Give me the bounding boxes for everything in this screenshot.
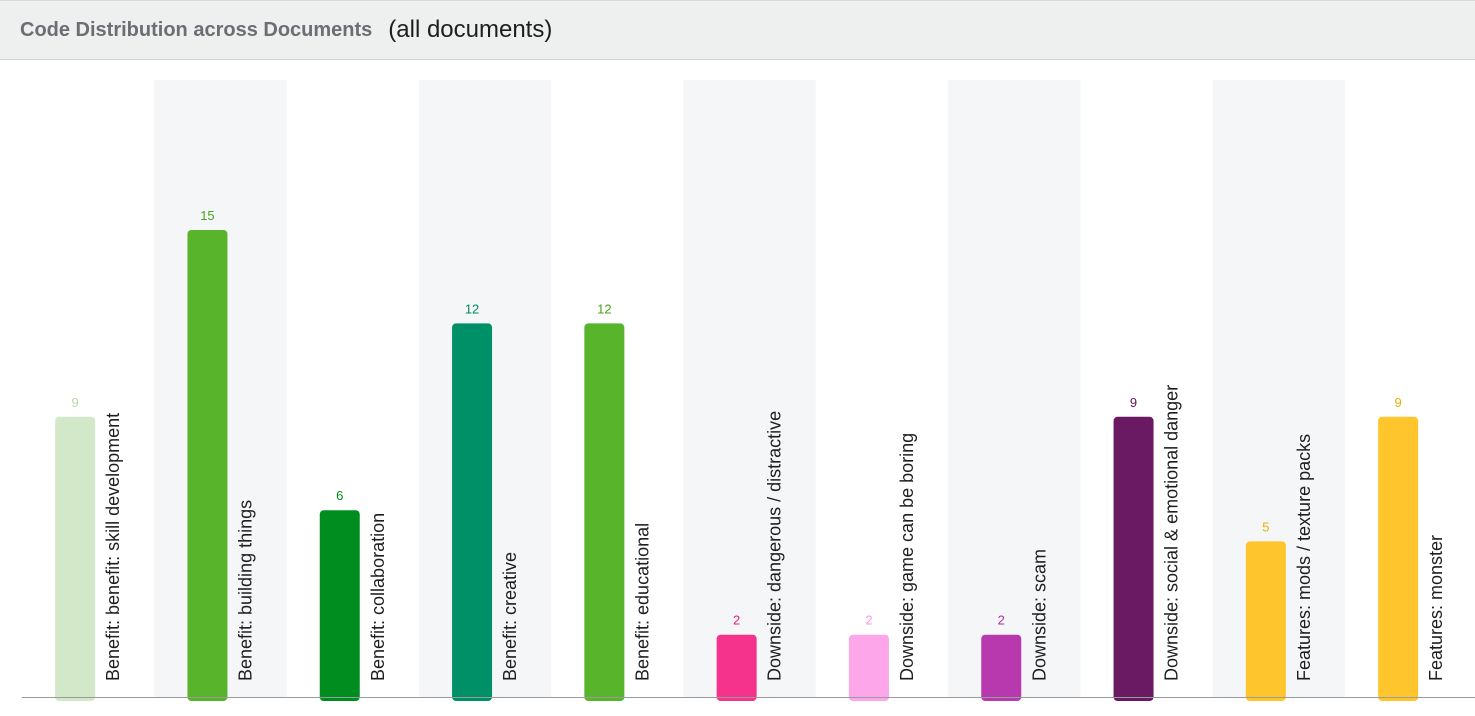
bar-value-label: 2 [733, 613, 740, 628]
column-band [948, 80, 1081, 697]
category-label: Downside: social & emotional danger [1162, 385, 1182, 681]
bar-value-label: 9 [1395, 395, 1402, 410]
bar-value-label: 15 [200, 208, 214, 223]
chart-subtitle: (all documents) [388, 16, 553, 43]
bar-value-label: 9 [72, 395, 79, 410]
bar [1113, 416, 1154, 701]
category-label: Benefit: benefit: skill development [103, 413, 123, 681]
category-label: Benefit: collaboration [368, 513, 388, 681]
bar-value-label: 2 [865, 613, 872, 628]
bar-value-label: 12 [597, 301, 611, 316]
chart-header: Code Distribution across Documents (all … [0, 0, 1475, 60]
bar [187, 230, 228, 701]
category-label: Benefit: educational [632, 523, 652, 681]
bar-chart: 9 Benefit: benefit: skill development 15 Be… [22, 80, 1475, 701]
category-label: Benefit: building things [235, 500, 255, 681]
bar [452, 323, 493, 701]
bar [848, 634, 889, 701]
chart-area: 9 Benefit: benefit: skill development 15 Be… [0, 60, 1475, 716]
category-label: Downside: game can be boring [897, 433, 917, 681]
bar [319, 510, 360, 701]
bar-value-label: 9 [1130, 395, 1137, 410]
bar-value-label: 6 [336, 488, 343, 503]
category-label: Features: mods / texture packs [1294, 434, 1314, 681]
category-label: Benefit: creative [500, 552, 520, 681]
column-band [683, 80, 816, 697]
bar [55, 416, 96, 701]
category-label: Downside: scam [1029, 549, 1049, 681]
bar-value-label: 2 [998, 613, 1005, 628]
bar [1378, 416, 1419, 701]
bar [716, 634, 757, 701]
bar [584, 323, 625, 701]
chart-title: Code Distribution across Documents [20, 18, 373, 41]
category-label: Downside: dangerous / distractive [765, 411, 785, 681]
bar [1245, 541, 1286, 701]
bar-value-label: 12 [465, 301, 479, 316]
category-label: Features: monster [1426, 535, 1446, 681]
bar [981, 634, 1022, 701]
bar-value-label: 5 [1262, 519, 1269, 534]
